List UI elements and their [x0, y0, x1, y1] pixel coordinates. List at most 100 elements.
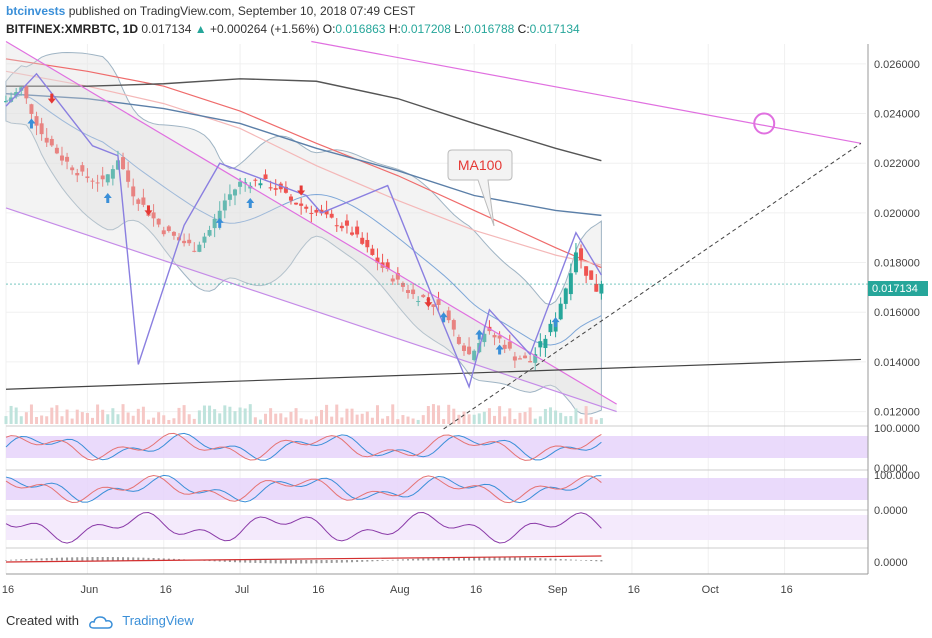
volume-bar — [60, 416, 64, 424]
volume-bar — [462, 411, 466, 424]
candle-body — [212, 218, 217, 229]
volume-bar — [538, 416, 542, 424]
candle-body — [472, 350, 477, 361]
panel-tick-label: 0.0000 — [874, 505, 908, 517]
histogram-bar — [335, 560, 338, 563]
y-tick-label: 0.012000 — [874, 407, 920, 419]
volume-bar — [96, 404, 100, 424]
volume-bar — [182, 405, 186, 424]
volume-bar — [75, 409, 79, 424]
histogram-bar — [524, 557, 527, 561]
volume-bar — [493, 415, 497, 424]
volume-bar — [391, 404, 395, 424]
candle-body — [304, 206, 309, 209]
histogram-bar — [86, 557, 89, 561]
volume-bar — [253, 417, 257, 424]
oscillator-fast-line — [5, 432, 602, 461]
volume-bar — [218, 413, 222, 424]
volume-bar — [269, 408, 273, 424]
volume-bar — [421, 415, 425, 424]
histogram-bar — [391, 559, 394, 561]
histogram-bar — [534, 557, 537, 561]
volume-bar — [406, 416, 410, 424]
candle-body — [294, 202, 299, 205]
last-price-label: 0.017134 — [872, 283, 918, 295]
candle-body — [350, 232, 355, 235]
x-tick-label: 16 — [470, 584, 482, 596]
histogram-bar — [122, 557, 125, 561]
histogram-bar — [239, 560, 242, 563]
candle-body — [324, 210, 329, 215]
volume-bar — [65, 409, 69, 424]
histogram-bar — [376, 560, 379, 562]
histogram-bar — [564, 559, 567, 561]
histogram-bar — [595, 560, 598, 562]
candle-body — [273, 188, 278, 190]
histogram-bar — [40, 558, 43, 561]
candle-body — [49, 138, 54, 146]
histogram-bar — [585, 560, 588, 561]
resistance-line — [311, 40, 862, 144]
histogram-bar — [295, 560, 298, 564]
oscillator-line — [5, 512, 602, 544]
histogram-bar — [442, 557, 445, 561]
histogram-bar — [142, 557, 145, 561]
buy-arrow-icon — [475, 329, 484, 340]
volume-bar — [101, 409, 105, 424]
volume-bar — [172, 418, 176, 424]
tradingview-link[interactable]: TradingView — [122, 613, 194, 628]
volume-bar — [416, 419, 420, 424]
histogram-bar — [116, 557, 119, 561]
volume-bar — [9, 405, 13, 424]
candle-body — [283, 186, 288, 193]
candle-body — [538, 341, 543, 348]
volume-bar — [594, 419, 598, 424]
volume-bar — [325, 404, 329, 424]
close-label: C: — [517, 22, 530, 36]
volume-bar — [55, 405, 59, 424]
candle-body — [446, 310, 451, 321]
volume-bar — [335, 404, 339, 424]
volume-bar — [45, 416, 49, 424]
histogram-bar — [417, 558, 420, 561]
volume-bar — [503, 416, 507, 424]
y-tick-label: 0.024000 — [874, 109, 920, 121]
histogram-bar — [96, 557, 99, 561]
candle-body — [156, 218, 161, 225]
volume-bar — [330, 416, 334, 424]
author-name[interactable]: btcinvests — [6, 4, 66, 18]
panel-band — [6, 478, 868, 500]
cloud-icon — [88, 615, 113, 629]
volume-bar — [554, 410, 558, 424]
candle-body — [54, 147, 59, 154]
volume-bar — [498, 406, 502, 424]
candle-body — [85, 176, 90, 179]
volume-bar — [350, 408, 354, 424]
histogram-bar — [284, 560, 287, 564]
symbol-label: BITFINEX:XMRBTC, 1D — [6, 22, 138, 36]
volume-bar — [40, 415, 44, 424]
histogram-bar — [81, 557, 84, 561]
histogram-bar — [427, 558, 430, 561]
histogram-bar — [488, 557, 491, 561]
histogram-bar — [127, 557, 130, 561]
candle-body — [238, 181, 243, 187]
histogram-bar — [412, 558, 415, 561]
volume-bar — [126, 412, 130, 424]
buy-arrow-icon — [27, 118, 36, 129]
histogram-bar — [71, 557, 74, 561]
oscillator-slow-line — [5, 432, 602, 461]
candle-body — [344, 220, 349, 226]
candle-body — [421, 294, 426, 298]
volume-bar — [177, 407, 181, 424]
high-value: 0.017208 — [400, 22, 451, 36]
histogram-bar — [66, 557, 69, 561]
histogram-bar — [101, 557, 104, 561]
channel-fill — [6, 41, 617, 412]
volume-bar — [85, 412, 89, 424]
y-tick-label: 0.022000 — [874, 158, 920, 170]
buy-arrow-icon — [439, 312, 448, 323]
volume-bar — [569, 416, 573, 424]
candle-body — [121, 157, 126, 170]
